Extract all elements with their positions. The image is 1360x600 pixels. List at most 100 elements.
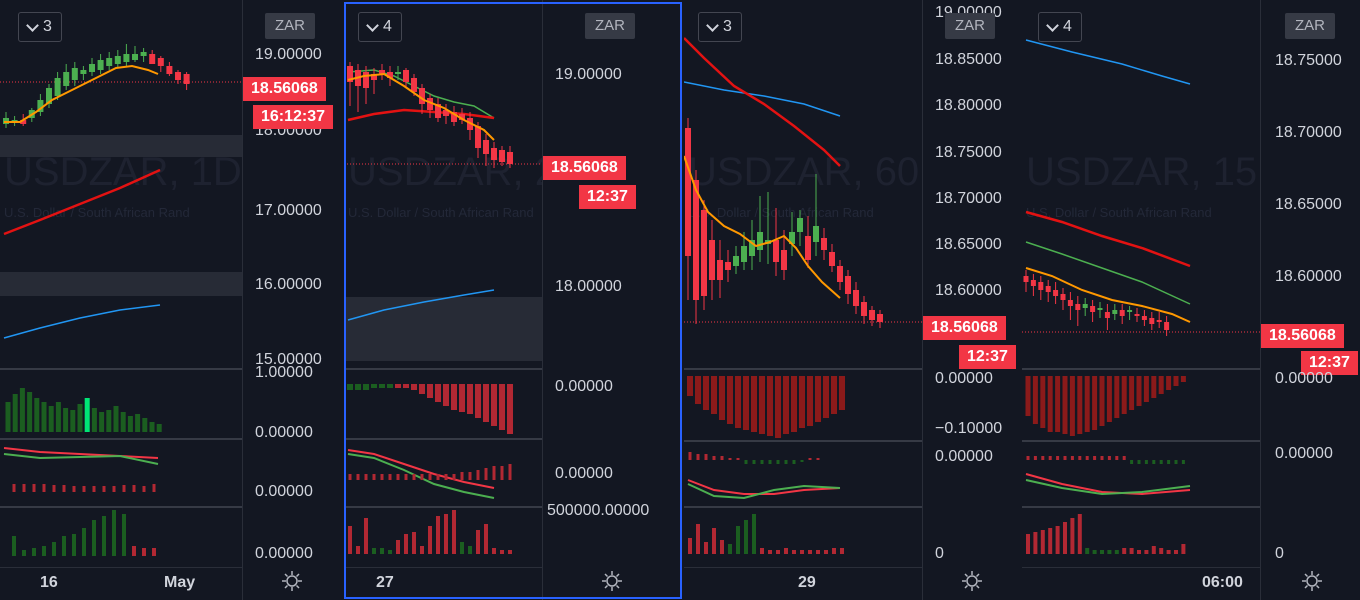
histogram-bar: [348, 474, 352, 480]
candles: [685, 118, 883, 328]
histogram-bar: [356, 474, 360, 480]
candle-body: [813, 226, 819, 242]
settings-gear-icon[interactable]: [961, 570, 983, 592]
price-scale[interactable]: ZAR 18.75000 18.70000 18.65000 18.60000 …: [1260, 0, 1360, 600]
histogram-bar: [800, 550, 804, 554]
settings-gear-icon[interactable]: [281, 570, 303, 592]
indicator-pane-1: [687, 376, 845, 438]
pane-separator[interactable]: [0, 506, 340, 508]
pane-separator[interactable]: [684, 506, 1020, 508]
histogram-bar: [12, 536, 16, 556]
currency-badge[interactable]: ZAR: [265, 13, 315, 39]
pane-separator[interactable]: [1022, 440, 1360, 442]
candle-body: [1023, 276, 1029, 282]
interval-dropdown[interactable]: 3: [18, 12, 62, 42]
price-plot[interactable]: [344, 0, 542, 600]
candle-body: [1075, 304, 1081, 310]
histogram-bar: [743, 376, 749, 430]
histogram-bar: [808, 550, 812, 554]
histogram-bar: [1055, 526, 1060, 554]
currency-badge[interactable]: ZAR: [945, 13, 995, 39]
histogram-bar: [1107, 550, 1112, 554]
candle-body: [773, 240, 779, 262]
histogram-bar: [451, 384, 457, 410]
price-scale[interactable]: ZAR 19.00000 18.00000 17.00000 16.00000 …: [242, 0, 340, 600]
settings-gear-icon[interactable]: [601, 570, 623, 592]
price-plot[interactable]: [0, 0, 242, 600]
histogram-bar: [767, 376, 773, 436]
histogram-bar: [1055, 376, 1061, 432]
pane-separator[interactable]: [684, 368, 1020, 370]
candle-body: [741, 246, 747, 262]
histogram-bar: [404, 534, 408, 554]
histogram-bar: [1122, 456, 1126, 460]
candle-body: [140, 52, 147, 56]
histogram-bar: [696, 454, 700, 460]
pane-separator[interactable]: [344, 438, 682, 440]
histogram-bar: [704, 454, 708, 460]
candle-body: [379, 70, 385, 74]
candle-body: [1104, 312, 1110, 318]
histogram-bar: [1084, 376, 1090, 432]
price-plot[interactable]: [1022, 0, 1260, 600]
candle-body: [157, 58, 164, 66]
histogram-bar: [387, 384, 393, 388]
chart-panel-1[interactable]: USDZAR, 1D U.S. Dollar / South African R…: [0, 0, 340, 600]
histogram-bar: [411, 384, 417, 390]
candle-body: [459, 114, 465, 120]
currency-badge[interactable]: ZAR: [1285, 13, 1335, 39]
histogram-bar: [403, 384, 409, 388]
ma-orange: [347, 72, 495, 141]
histogram-bar: [831, 376, 837, 414]
pane-separator[interactable]: [0, 368, 340, 370]
chart-panel-4[interactable]: USDZAR, 15 U.S. Dollar / South African R…: [1022, 0, 1360, 600]
histogram-bar: [492, 466, 496, 480]
histogram-bar: [1077, 376, 1083, 434]
interval-dropdown[interactable]: 4: [358, 12, 402, 42]
interval-dropdown[interactable]: 4: [1038, 12, 1082, 42]
price-plot[interactable]: [684, 0, 922, 600]
histogram-bar: [483, 384, 489, 422]
histogram-bar: [1129, 376, 1135, 410]
histogram-bar: [1100, 456, 1104, 460]
settings-gear-icon[interactable]: [1301, 570, 1323, 592]
ma-blue: [684, 81, 841, 117]
chart-panel-3[interactable]: USDZAR, 60 U.S. Dollar / South African R…: [684, 0, 1020, 600]
histogram-bar: [736, 526, 740, 554]
histogram-bar: [435, 384, 441, 402]
interval-dropdown[interactable]: 3: [698, 12, 742, 42]
pane-separator[interactable]: [684, 440, 1020, 442]
pane-separator[interactable]: [0, 438, 340, 440]
pane-separator[interactable]: [1022, 506, 1360, 508]
histogram-bar: [102, 486, 106, 492]
candle-body: [1164, 322, 1170, 330]
histogram-bar: [419, 384, 425, 394]
histogram-bar: [1093, 456, 1097, 460]
ma-blue: [347, 289, 495, 321]
time-tick: 29: [798, 574, 816, 591]
histogram-bar: [388, 474, 392, 480]
pane-separator[interactable]: [1022, 368, 1360, 370]
histogram-bar: [379, 384, 385, 388]
candle-body: [475, 126, 481, 148]
chart-panel-2[interactable]: USDZAR, 240 U.S. Dollar / South African …: [344, 0, 682, 600]
pane-tick: 0.00000: [555, 465, 613, 482]
price-scale[interactable]: ZAR 19.00000 18.00000 18.56068 12:37 0.0…: [542, 0, 682, 600]
histogram-bar: [1063, 522, 1067, 554]
price-tick: 18.00000: [555, 278, 622, 295]
ma-red: [684, 37, 841, 167]
indicator-pane-2: [1025, 456, 1191, 496]
histogram-bar: [711, 376, 717, 414]
histogram-bar: [744, 520, 748, 554]
pane-separator[interactable]: [344, 506, 682, 508]
price-scale[interactable]: 19.00000 ZAR 18.85000 18.80000 18.75000 …: [922, 0, 1020, 600]
histogram-bar: [99, 412, 105, 432]
histogram-bar: [695, 376, 701, 404]
volume-profile-band: [0, 272, 242, 296]
candle-body: [80, 70, 87, 74]
indicator-pane-1: [347, 384, 513, 434]
pane-separator[interactable]: [344, 368, 682, 370]
indicator-pane-1: [1025, 376, 1186, 436]
histogram-bar: [792, 460, 796, 464]
currency-badge[interactable]: ZAR: [585, 13, 635, 39]
